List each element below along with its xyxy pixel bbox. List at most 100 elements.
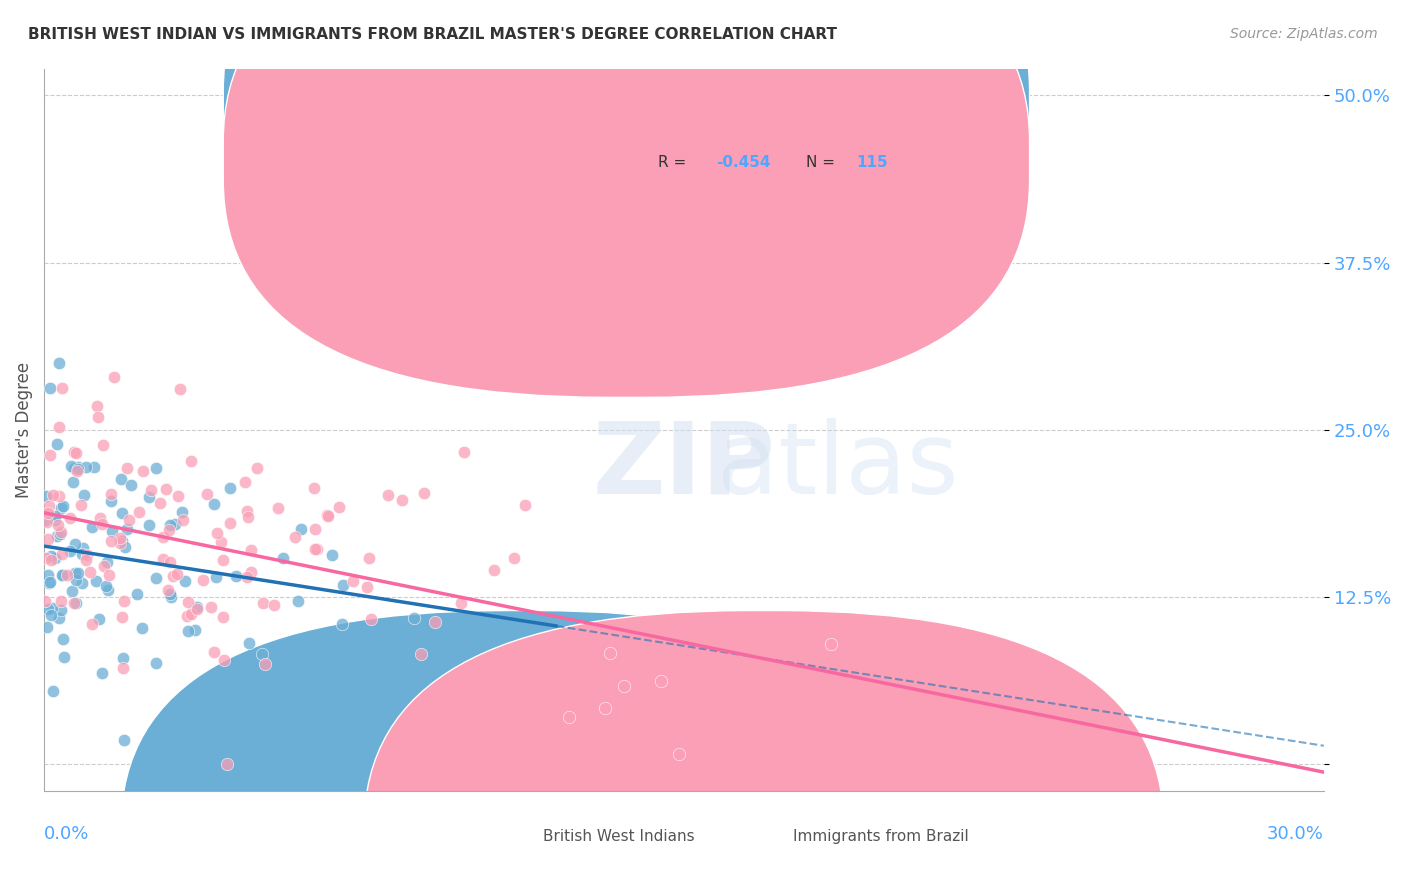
Point [316, 509, 339, 524]
Point [145, 656, 167, 670]
Point [359, 551, 381, 566]
Point [89, 511, 111, 525]
Point [183, 623, 205, 637]
Point [132, 464, 155, 478]
Point [157, 523, 180, 537]
Point [125, 587, 148, 601]
Text: -0.124: -0.124 [716, 94, 770, 109]
Point [44, 508, 66, 523]
Point [44, 513, 66, 527]
Point [114, 593, 136, 607]
Point [515, 499, 537, 513]
Point [117, 522, 139, 536]
Point [240, 565, 263, 579]
Point [328, 500, 350, 515]
Point [108, 536, 131, 550]
Point [330, 617, 353, 632]
Point [273, 550, 295, 565]
Point [34, 594, 56, 608]
Text: British West Indians: British West Indians [543, 829, 695, 844]
Point [65, 574, 87, 588]
Point [236, 510, 259, 524]
Point [186, 602, 208, 616]
Point [356, 581, 378, 595]
Point [66, 566, 89, 580]
Point [91, 665, 114, 680]
Point [37, 506, 59, 520]
Point [236, 570, 259, 584]
Point [820, 637, 842, 651]
Point [75, 459, 97, 474]
Point [166, 567, 188, 582]
Point [332, 578, 354, 592]
Point [246, 460, 269, 475]
Point [62, 460, 84, 475]
Point [42, 683, 65, 698]
Point [114, 540, 136, 554]
Point [83, 460, 105, 475]
Point [35, 489, 58, 503]
Point [613, 679, 636, 693]
Point [56, 567, 79, 582]
Point [79, 565, 101, 579]
Point [195, 486, 218, 500]
Point [413, 486, 436, 500]
Point [593, 701, 616, 715]
Point [250, 648, 273, 662]
FancyBboxPatch shape [224, 0, 1029, 347]
Text: Immigrants from Brazil: Immigrants from Brazil [793, 829, 969, 844]
Point [111, 506, 134, 520]
Point [152, 530, 174, 544]
Text: BRITISH WEST INDIAN VS IMMIGRANTS FROM BRAZIL MASTER'S DEGREE CORRELATION CHART: BRITISH WEST INDIAN VS IMMIGRANTS FROM B… [28, 27, 837, 42]
Point [100, 533, 122, 548]
Point [38, 575, 60, 590]
Text: R =: R = [658, 155, 696, 170]
Point [39, 608, 62, 623]
Point [60, 584, 83, 599]
Point [34, 550, 56, 565]
Point [63, 596, 86, 610]
Point [52, 632, 75, 646]
Point [87, 410, 110, 425]
Point [51, 603, 73, 617]
Point [70, 547, 93, 561]
Point [111, 610, 134, 624]
Point [172, 513, 194, 527]
Point [48, 356, 70, 370]
Point [39, 553, 62, 567]
Point [131, 621, 153, 635]
Point [409, 647, 432, 661]
Point [155, 482, 177, 496]
Point [96, 555, 118, 569]
Point [65, 446, 87, 460]
Point [162, 569, 184, 583]
Text: 91: 91 [856, 94, 877, 109]
FancyBboxPatch shape [364, 610, 1164, 892]
FancyBboxPatch shape [582, 101, 966, 220]
Point [70, 576, 93, 591]
Point [111, 661, 134, 675]
Point [157, 582, 180, 597]
FancyBboxPatch shape [121, 610, 921, 892]
Point [377, 487, 399, 501]
Point [87, 612, 110, 626]
Point [321, 548, 343, 562]
Point [110, 531, 132, 545]
Point [73, 488, 96, 502]
Point [62, 475, 84, 489]
Point [80, 616, 103, 631]
Text: ZIP: ZIP [592, 417, 776, 515]
Point [342, 574, 364, 589]
Point [267, 500, 290, 515]
Point [110, 472, 132, 486]
Point [60, 458, 83, 473]
Point [159, 555, 181, 569]
Point [304, 481, 326, 495]
Point [59, 510, 82, 524]
Point [84, 574, 107, 589]
Point [209, 535, 232, 549]
Point [52, 499, 75, 513]
Point [35, 620, 58, 634]
Point [63, 566, 86, 580]
Point [174, 574, 197, 588]
